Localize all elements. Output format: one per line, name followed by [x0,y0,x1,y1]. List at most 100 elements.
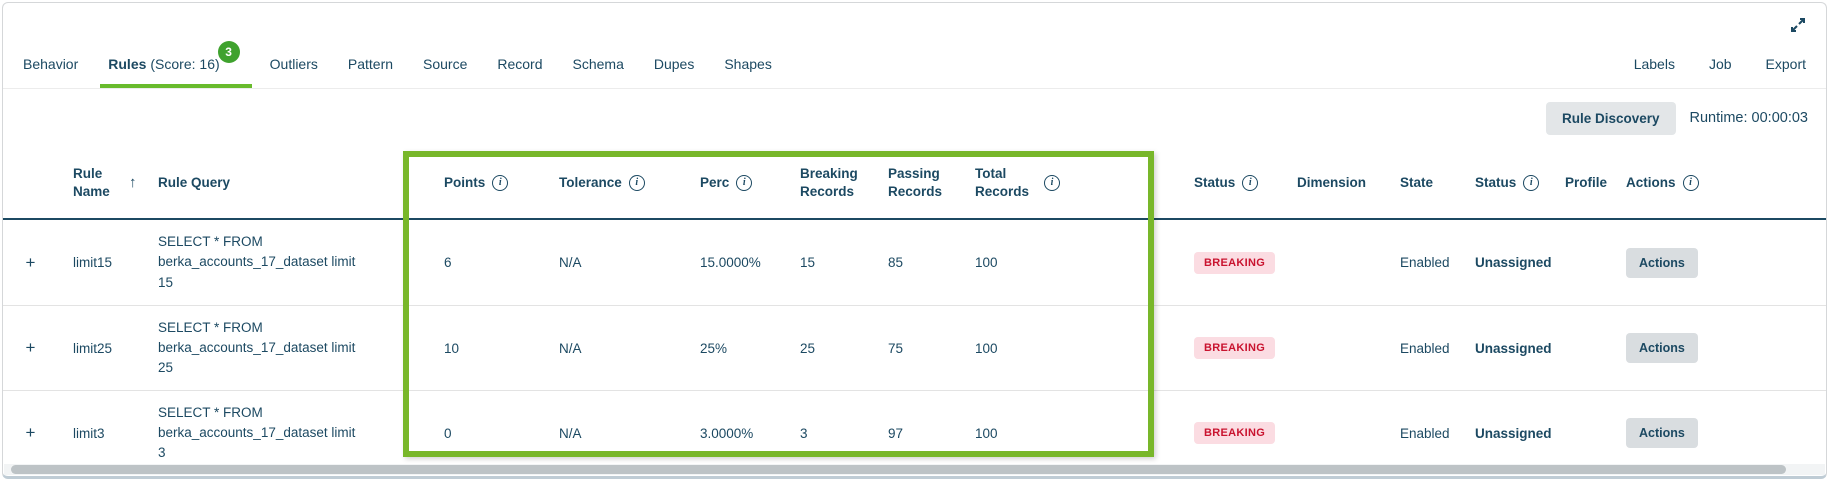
tab-label: Pattern [347,55,394,72]
link-labels[interactable]: Labels [1633,55,1675,72]
table-row: + limit25 SELECT * FROM berka_accounts_1… [3,305,1826,390]
expand-row-icon[interactable]: + [25,338,36,357]
tolerance-cell: N/A [559,340,582,356]
actions-cell: Actions [1618,418,1826,448]
table-row: + limit15 SELECT * FROM berka_accounts_1… [3,220,1826,305]
breaking-records-cell: 25 [800,340,816,356]
info-icon[interactable]: i [1044,174,1060,191]
breaking-records-cell: 15 [800,255,816,270]
header-passing-records: Passing Records [883,165,971,200]
tab-label: Schema [572,55,624,72]
horizontal-scrollbar[interactable] [4,464,1825,475]
perc-cell: 15.0000% [700,255,761,270]
expand-fullscreen-icon[interactable] [1788,15,1808,35]
passing-records-cell: 75 [888,340,904,356]
points-cell: 0 [444,425,452,441]
actions-cell: Actions [1618,333,1826,363]
header-total-records: Total Records i [971,165,1158,200]
rule-name-cell: limit15 [73,255,113,270]
expand-row-icon[interactable]: + [25,423,36,442]
tab-shapes[interactable]: Shapes [724,39,771,88]
tab-label: Record [497,55,543,72]
status-cell: BREAKING [1158,251,1293,274]
actions-button[interactable]: Actions [1626,247,1698,278]
assignment-status-cell: Unassigned [1475,255,1552,270]
tab-label: Dupes [653,55,695,72]
tab-pattern[interactable]: Pattern [348,39,393,88]
score-badge: 3 [217,40,240,63]
total-records-cell: 100 [975,425,998,441]
runtime-text: Runtime: 00:00:03 [1689,110,1809,126]
header-status-2: Status i [1463,174,1555,191]
rule-discovery-button[interactable]: Rule Discovery [1545,101,1676,135]
rule-query-cell: SELECT * FROM berka_accounts_17_dataset … [158,234,356,290]
rule-name-cell: limit3 [73,425,105,441]
tab-bar: Behavior Rules (Score: 16) 3 Outliers Pa… [3,39,1826,89]
tab-dupes[interactable]: Dupes [654,39,694,88]
tab-bar-right-links: Labels Job Export [1600,56,1806,72]
tab-outliers[interactable]: Outliers [270,39,318,88]
info-icon[interactable]: i [628,174,645,191]
header-points: Points i [408,174,548,191]
tab-source[interactable]: Source [423,39,467,88]
table-row: + limit3 SELECT * FROM berka_accounts_17… [3,390,1826,475]
actions-button[interactable]: Actions [1626,333,1698,363]
header-rule-name-label: Rule Name [73,165,110,199]
header-rule-query: Rule Query [158,175,231,190]
header-status-2-label: Status [1475,175,1517,190]
tab-schema[interactable]: Schema [573,39,624,88]
tolerance-cell: N/A [559,255,582,270]
header-status-label: Status [1194,175,1236,190]
info-icon[interactable]: i [492,174,509,191]
rule-query-cell: SELECT * FROM berka_accounts_17_dataset … [158,319,356,376]
info-icon[interactable]: i [1682,174,1699,191]
header-actions-label: Actions [1626,175,1676,190]
header-tolerance: Tolerance i [548,174,693,191]
info-icon[interactable]: i [736,174,753,191]
tolerance-cell: N/A [559,425,582,441]
header-perc: Perc i [693,174,793,191]
header-rule-name[interactable]: Rule Name ↑ [58,165,153,200]
points-cell: 6 [444,255,452,270]
tab-label: Source [423,55,468,72]
rule-name-cell: limit25 [73,340,113,356]
breaking-status-badge: BREAKING [1194,251,1276,274]
passing-records-cell: 97 [888,425,904,441]
header-tolerance-label: Tolerance [559,175,622,190]
tab-label: Outliers [269,55,318,72]
tab-rules[interactable]: Rules (Score: 16) 3 [100,39,253,88]
perc-cell: 3.0000% [700,425,754,441]
tab-label: Shapes [724,55,772,72]
perc-cell: 25% [700,340,728,356]
state-cell: Enabled [1400,425,1450,441]
link-export[interactable]: Export [1765,55,1806,72]
total-records-cell: 100 [975,340,998,356]
header-passing-records-label: Passing Records [888,165,943,199]
header-perc-label: Perc [700,175,730,190]
state-cell: Enabled [1400,340,1450,356]
header-breaking-records-label: Breaking Records [800,165,858,199]
horizontal-scrollbar-thumb[interactable] [11,465,1787,474]
header-profile: Profile [1565,175,1608,190]
info-icon[interactable]: i [1523,174,1540,191]
actions-cell: Actions [1618,247,1826,278]
points-cell: 10 [444,340,460,356]
total-records-cell: 100 [975,255,998,270]
tab-record[interactable]: Record [497,39,542,88]
header-total-records-label: Total Records [975,165,1030,199]
panel-top-strip [3,3,1826,39]
breaking-records-cell: 3 [800,425,808,441]
link-job[interactable]: Job [1708,55,1732,72]
sort-ascending-icon[interactable]: ↑ [129,174,137,191]
breaking-status-badge: BREAKING [1194,337,1276,359]
actions-button[interactable]: Actions [1626,418,1698,448]
rules-toolbar: Rule Discovery Runtime: 00:00:03 [3,89,1826,147]
breaking-status-badge: BREAKING [1194,422,1276,444]
state-cell: Enabled [1400,255,1450,270]
tab-behavior[interactable]: Behavior [23,39,78,88]
info-icon[interactable]: i [1242,174,1259,191]
expand-row-icon[interactable]: + [25,252,36,272]
table-header-row: Rule Name ↑ Rule Query Points i Toleranc… [3,147,1826,220]
rule-query-cell: SELECT * FROM berka_accounts_17_dataset … [158,404,356,461]
